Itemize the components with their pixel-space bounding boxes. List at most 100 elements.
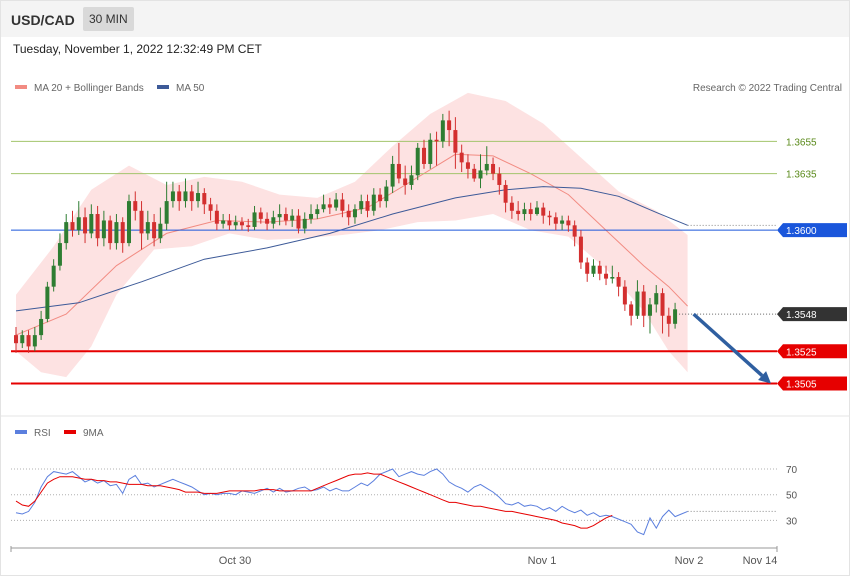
candle-body xyxy=(491,163,496,174)
level-label-1-3525: 1.3525 xyxy=(786,347,817,358)
candle-body xyxy=(170,191,175,202)
candle-body xyxy=(534,207,539,215)
candle-body xyxy=(189,191,194,202)
candle-body xyxy=(57,243,62,266)
candle-body xyxy=(139,210,144,234)
symbol-title: USD/CAD xyxy=(11,12,75,28)
rsi-line xyxy=(15,468,688,536)
candle-body xyxy=(89,214,94,234)
x-tick-label: Nov 14 xyxy=(743,555,778,567)
level-label-1-3635: 1.3635 xyxy=(786,170,817,181)
candle-body xyxy=(14,335,18,344)
candle-body xyxy=(302,218,307,229)
candle-body xyxy=(384,186,389,202)
bollinger-band-fill xyxy=(16,92,688,378)
candle-body xyxy=(572,225,577,237)
candle-body xyxy=(26,335,31,347)
candle-body xyxy=(610,276,615,279)
candle-body xyxy=(396,163,401,179)
candle-body xyxy=(101,220,106,239)
candle-body xyxy=(478,170,483,179)
candle-body xyxy=(516,210,521,215)
candle-body xyxy=(654,293,659,305)
candle-body xyxy=(20,335,25,344)
rsi-9ma-line xyxy=(15,472,613,529)
candle-body xyxy=(108,220,113,244)
candle-body xyxy=(277,214,282,218)
price-tag-1-3548 xyxy=(777,307,847,322)
research-credit: Research © 2022 Trading Central xyxy=(693,83,842,94)
candle-body xyxy=(258,212,263,219)
candle-body xyxy=(83,217,88,234)
candle-body xyxy=(553,217,558,224)
price-levels: 1.3655 1.3635 1.3600 1.3548 1.3525 1.3505 xyxy=(11,137,847,391)
price-tag-1-3600 xyxy=(777,223,847,238)
candle-body xyxy=(283,214,288,221)
candle-body xyxy=(32,335,37,347)
candle-body xyxy=(120,222,125,244)
level-label-1-3505: 1.3505 xyxy=(786,380,817,391)
timeframe-button[interactable]: 30 MIN xyxy=(83,7,134,31)
candle-body xyxy=(233,222,238,226)
main-legend: MA 20 + Bollinger Bands MA 50 Research ©… xyxy=(15,83,842,94)
x-tick-label: Oct 30 xyxy=(219,555,251,567)
candle-body xyxy=(616,276,621,287)
legend-swatch-rsi xyxy=(15,430,27,434)
candle-body xyxy=(666,315,671,324)
level-label-1-3655: 1.3655 xyxy=(786,137,817,148)
candle-body xyxy=(415,147,420,176)
candle-body xyxy=(114,222,119,244)
candle-body xyxy=(428,139,433,164)
rsi-tick-70: 70 xyxy=(786,465,798,476)
candle-body xyxy=(76,217,81,231)
candle-body xyxy=(95,214,100,239)
candle-body xyxy=(403,178,408,185)
candle-body xyxy=(290,215,295,221)
candle-body xyxy=(227,220,232,226)
rsi-tick-50: 50 xyxy=(786,491,798,502)
candle-body xyxy=(390,163,395,187)
candle-body xyxy=(202,193,207,205)
candle-body xyxy=(647,304,652,316)
candle-body xyxy=(378,194,383,202)
legend-swatch-ma50 xyxy=(157,85,169,89)
legend-label-ma50: MA 50 xyxy=(176,83,205,94)
timestamp: Tuesday, November 1, 2022 12:32:49 PM CE… xyxy=(13,42,262,56)
legend-label-9ma: 9MA xyxy=(83,428,104,439)
candle-body xyxy=(51,265,56,287)
candle-body xyxy=(459,152,464,163)
candle-body xyxy=(541,207,546,216)
candle-body xyxy=(321,204,326,210)
candle-body xyxy=(566,220,571,226)
projection-arrowhead xyxy=(758,371,771,384)
candle-body xyxy=(70,222,75,231)
candle-body xyxy=(440,120,445,142)
price-tag-1-3505 xyxy=(777,376,847,391)
candle-body xyxy=(585,262,590,274)
projection-shaft xyxy=(692,312,764,377)
legend-label-rsi: RSI xyxy=(34,428,51,439)
header-bar: USD/CAD 30 MIN xyxy=(1,1,849,37)
candle-body xyxy=(221,220,226,224)
candle-body xyxy=(673,309,678,324)
candle-body xyxy=(629,304,634,316)
candle-body xyxy=(39,318,44,336)
candle-body xyxy=(252,212,257,227)
rsi-tick-30: 30 xyxy=(786,516,798,527)
candle-body xyxy=(45,286,50,319)
projection-arrow xyxy=(692,312,771,384)
rsi-legend: RSI 9MA xyxy=(15,428,104,439)
candle-body xyxy=(133,201,138,211)
candle-body xyxy=(528,209,533,215)
price-tag-1-3525 xyxy=(777,344,847,359)
candle-body xyxy=(340,199,345,211)
candle-body xyxy=(472,168,477,179)
candle-body xyxy=(641,291,646,316)
candle-body xyxy=(315,209,320,215)
level-label-1-3548: 1.3548 xyxy=(786,310,817,321)
candle-body xyxy=(208,204,213,211)
candle-body xyxy=(145,222,150,234)
candle-body xyxy=(422,147,427,164)
candle-body xyxy=(660,293,665,316)
